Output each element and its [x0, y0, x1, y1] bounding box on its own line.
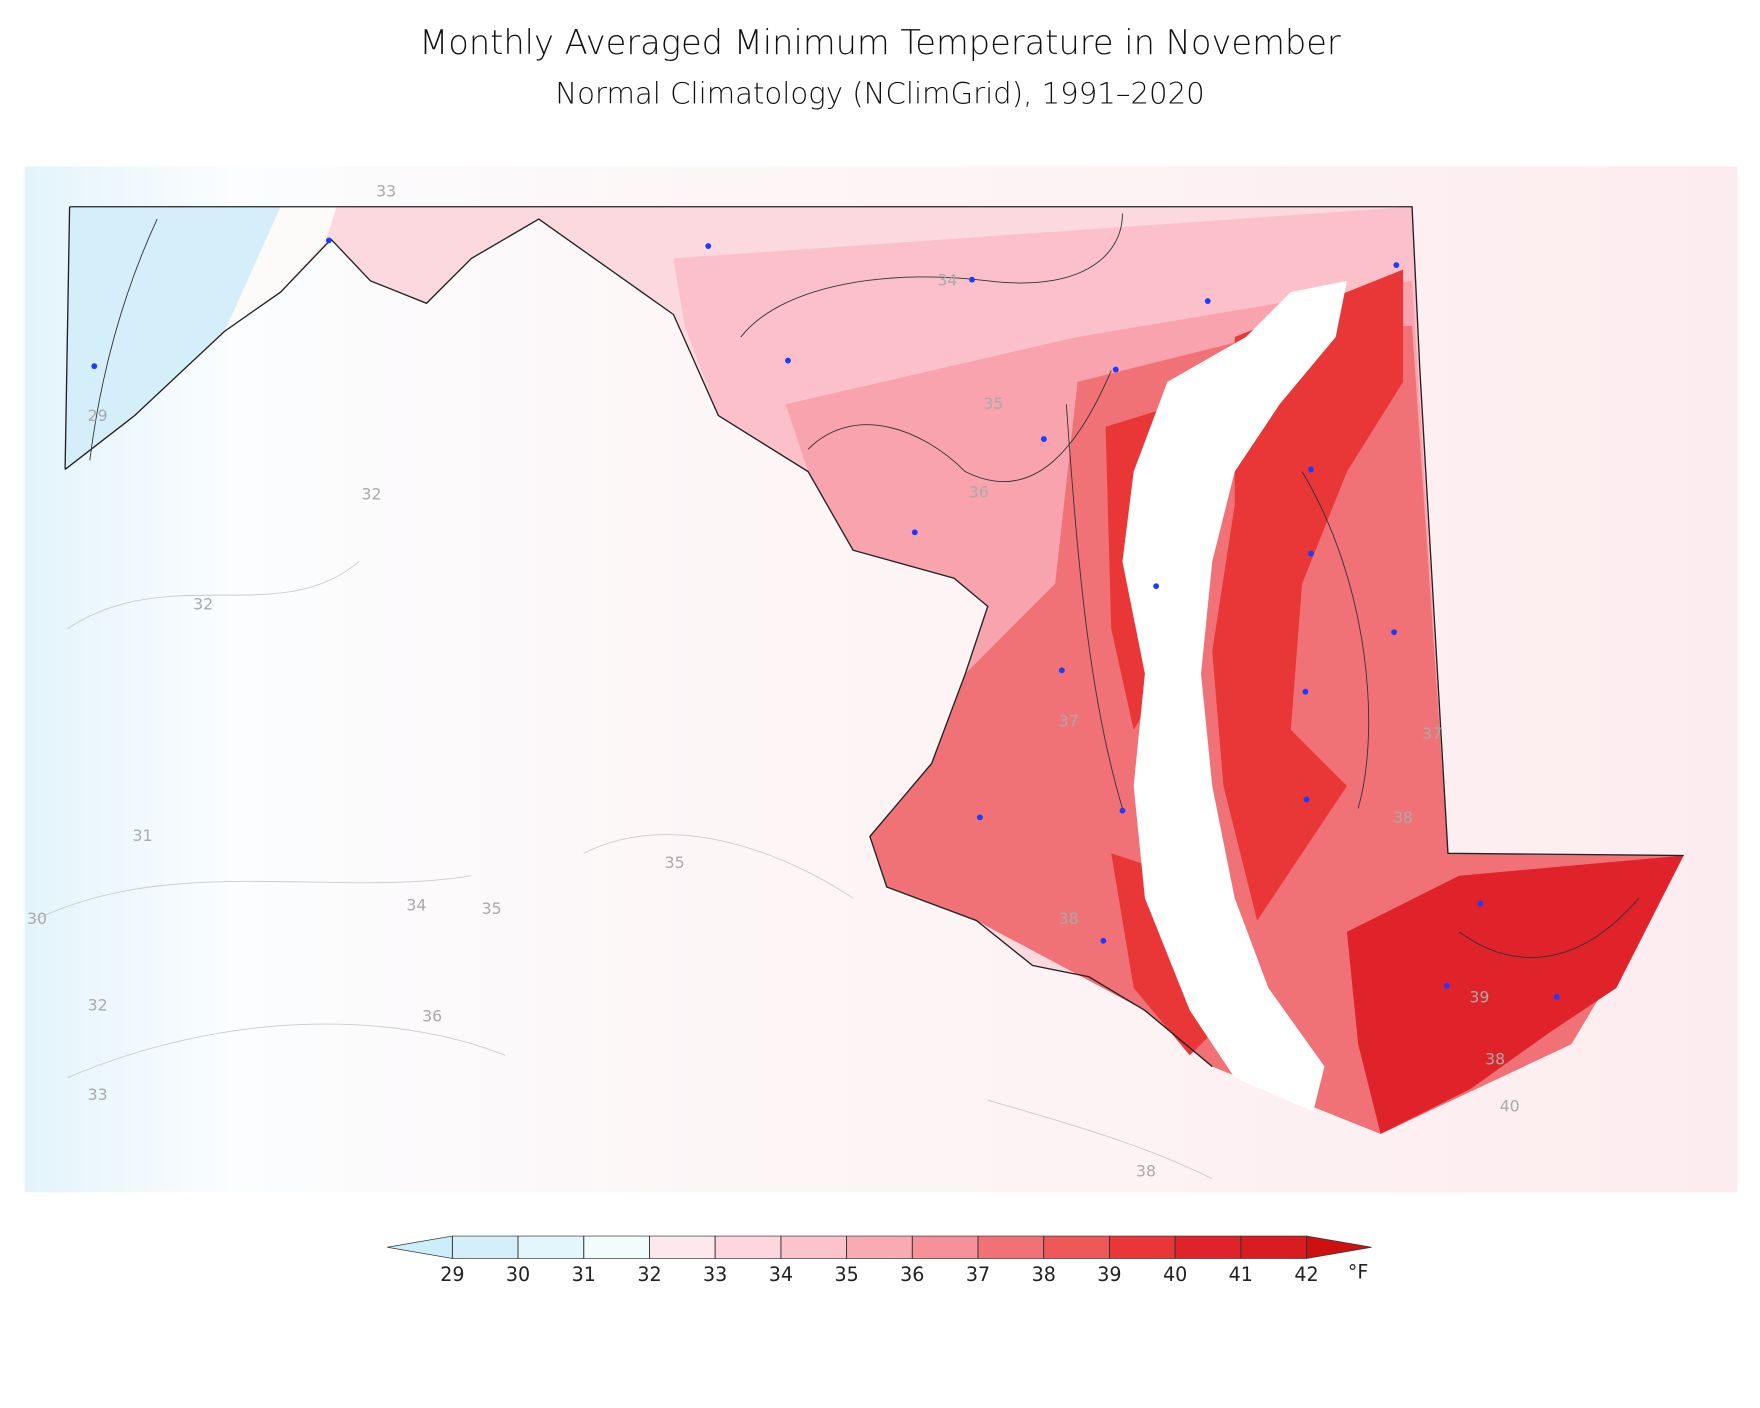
station: [1119, 807, 1126, 814]
colorbar-tick-label: 40: [1163, 1264, 1187, 1286]
colorbar-extend-low: [387, 1235, 453, 1259]
colorbar-extend-high: [1306, 1235, 1372, 1259]
colorbar-segment: [1109, 1235, 1176, 1259]
contour-label: 35: [665, 853, 685, 872]
station: [1303, 796, 1310, 803]
colorbar-tick-label: 36: [900, 1264, 924, 1286]
contour-label: 35: [482, 899, 502, 918]
stations: [91, 237, 1560, 1000]
contour-label: 40: [1500, 1096, 1520, 1115]
colorbar-tick-label: 34: [769, 1264, 793, 1286]
colorbar-segment: [780, 1235, 847, 1259]
contour-label: 38: [1136, 1162, 1156, 1181]
station: [1153, 583, 1160, 590]
colorbar-segment: [452, 1235, 519, 1259]
contour-label: 36: [422, 1007, 442, 1026]
colorbar-segment: [1240, 1235, 1307, 1259]
chesapeake-bay: [1122, 280, 1347, 1112]
colorbar-segment: [846, 1235, 913, 1259]
colorbar-tick-label: 42: [1294, 1264, 1318, 1286]
colorbar-tick-label: 33: [703, 1264, 727, 1286]
colorbar-tick-label: 37: [966, 1264, 990, 1286]
contour-label: 31: [133, 826, 153, 845]
contour-label: 32: [88, 995, 108, 1014]
colorbar-unit: °F: [1348, 1262, 1369, 1284]
station: [1302, 688, 1309, 695]
contour-label: 34: [406, 896, 426, 915]
station: [1100, 937, 1107, 944]
station: [1058, 667, 1065, 674]
colorbar-segment: [714, 1235, 782, 1259]
colorbar-tick-label: 30: [506, 1264, 530, 1286]
contour-label: 36: [969, 482, 989, 501]
colorbar-tick-label: 38: [1032, 1264, 1056, 1286]
contour-label: 33: [376, 182, 396, 201]
contour-label: 32: [362, 485, 382, 504]
colorbar-segment: [911, 1235, 979, 1259]
title: Monthly Averaged Minimum Temperature in …: [419, 23, 1341, 62]
contour-label: 30: [27, 909, 47, 928]
contour-label: 33: [88, 1085, 108, 1104]
map: 33 34 35 36 29 32 32 31 30 34 35 35 36 32 33 37 38 38 38 39…: [24, 166, 1738, 1193]
colorbar-tick-label: 35: [834, 1264, 858, 1286]
colorbar-segment: [977, 1235, 1045, 1259]
contour-line: [33, 561, 1213, 1180]
station: [1391, 629, 1397, 636]
contour-label: 34: [937, 270, 957, 289]
colorbar-segment: [1174, 1235, 1242, 1259]
shore-hot: [1346, 855, 1684, 1134]
colorbar-tick-label: 39: [1097, 1264, 1121, 1286]
station: [1308, 466, 1314, 473]
station: [705, 243, 712, 249]
colorbar-tick-label: 41: [1229, 1264, 1253, 1286]
contour-line: [89, 213, 1640, 958]
contour-label: 32: [193, 595, 213, 614]
colorbar: 29 30 31 32 33 34 35 36 37 38 39 40 41 42 °F: [387, 1235, 1372, 1286]
contour-label: 35: [983, 394, 1003, 413]
station: [1204, 298, 1211, 304]
station: [1477, 900, 1484, 907]
contour-label: 37: [1059, 711, 1079, 730]
contour-labels: 33 34 35 36 29 32 32 31 30 34 35 35 36 32 33 37 38 38 38 39…: [27, 182, 1520, 1181]
subtitle: Normal Climatology (NClimGrid), 1991–202…: [555, 76, 1204, 110]
colorbar-segment: [649, 1235, 716, 1259]
colorbar-segment: [583, 1235, 650, 1259]
colorbar-segment: [517, 1235, 585, 1259]
colorbar-tick-label: 29: [440, 1264, 464, 1286]
station: [1040, 436, 1047, 443]
station: [91, 363, 98, 370]
station: [911, 529, 918, 536]
contour-label: 38: [1485, 1049, 1505, 1068]
station: [1553, 994, 1560, 1000]
contour-label: 37: [1422, 724, 1442, 743]
station: [785, 357, 791, 364]
station: [1443, 982, 1450, 989]
station: [325, 237, 332, 244]
colorbar-segment: [1043, 1235, 1110, 1259]
station: [1308, 550, 1314, 557]
west-cold: [65, 206, 281, 470]
contour-label: 39: [1469, 988, 1489, 1007]
contour-label: 29: [88, 406, 108, 425]
contour-label: 38: [1059, 909, 1079, 928]
shore-hot: [1111, 853, 1213, 1056]
colorbar-tick-label: 32: [637, 1264, 661, 1286]
station: [1393, 262, 1400, 269]
station: [976, 814, 983, 821]
colorbar-tick-label: 31: [572, 1264, 596, 1286]
contour-label: 38: [1393, 808, 1413, 827]
west-mild: [224, 206, 337, 332]
station: [1112, 366, 1119, 373]
state-border: [64, 206, 1684, 1068]
station: [969, 276, 975, 283]
